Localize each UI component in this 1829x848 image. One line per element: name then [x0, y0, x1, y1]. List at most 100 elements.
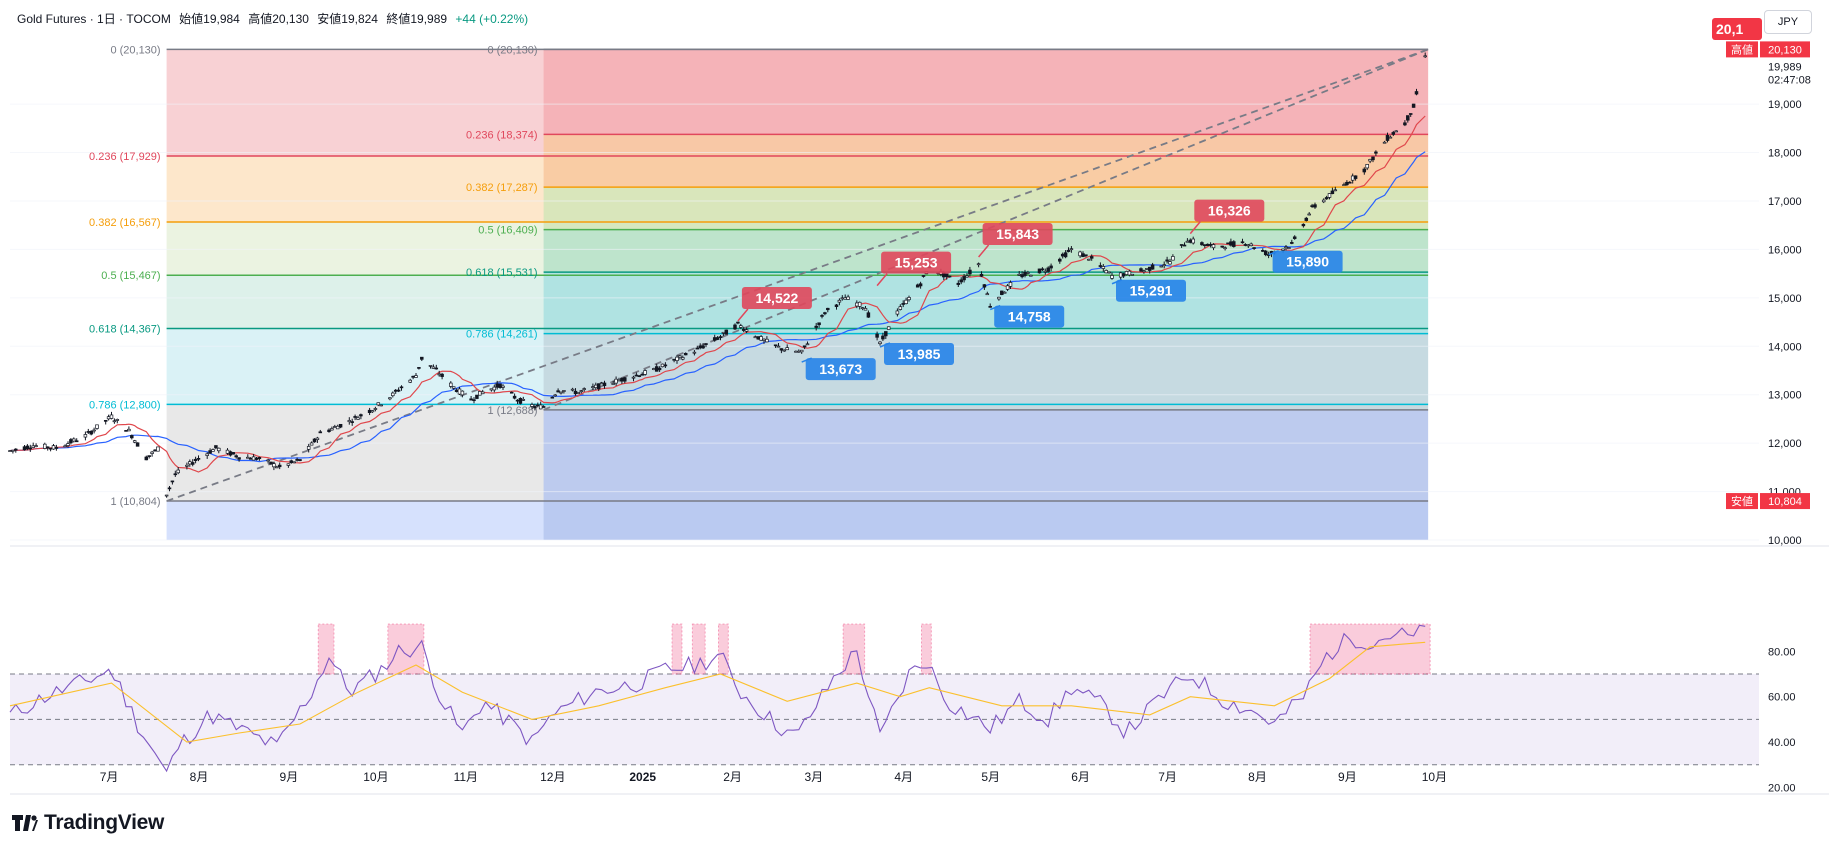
candle-body [45, 446, 50, 449]
candle-body [637, 375, 642, 377]
candle-body [579, 390, 584, 392]
candle-body [1000, 290, 1004, 295]
brand-name: TradingView [44, 811, 165, 834]
candle-body [89, 430, 93, 435]
top-price-label-box [1712, 18, 1762, 40]
candle-body [8, 450, 12, 452]
candle-body [1304, 217, 1309, 221]
time-tick-label: 9月 [280, 770, 299, 784]
candle-body [1240, 241, 1245, 244]
candle-body [776, 345, 781, 348]
ma-slow-line [9, 151, 1426, 463]
candle-body [428, 365, 433, 367]
candle-body [312, 438, 317, 443]
candle-body [614, 378, 618, 384]
candle-body [736, 321, 740, 324]
candle-body [895, 310, 900, 315]
candle-body [1350, 175, 1355, 181]
top-price-label-text: 20,1 [1716, 21, 1743, 37]
candle-body [863, 308, 868, 311]
price-tick-label: 10,000 [1768, 535, 1802, 547]
candle-body [1104, 270, 1108, 274]
symbol-title[interactable]: Gold Futures · 1日 · TOCOM [17, 12, 171, 26]
candle-body [962, 276, 966, 281]
candle-body [205, 453, 209, 456]
candle-body [1385, 135, 1390, 141]
candle-body [1107, 271, 1111, 274]
pivot-label-box [1194, 199, 1265, 222]
candle-body [965, 275, 969, 278]
candle-body [538, 404, 543, 410]
candle-body [208, 450, 212, 454]
time-tick-label: 2025 [629, 770, 656, 784]
candle-body [225, 449, 230, 454]
time-tick-label: 10月 [363, 770, 388, 784]
candle-body [536, 404, 540, 407]
candle-body [562, 390, 566, 392]
candle-body [576, 392, 581, 394]
candle-body [22, 446, 27, 451]
candles [8, 52, 1427, 498]
candle-body [982, 284, 987, 288]
candle-body [797, 350, 801, 353]
candle-body [1252, 247, 1256, 249]
candle-body [1098, 265, 1103, 267]
candle-body [1203, 244, 1207, 247]
pivot-connector [978, 244, 990, 258]
candle-body [356, 417, 360, 420]
candle-body [34, 445, 38, 447]
high-marker-value-box [1760, 41, 1810, 58]
candle-body [289, 460, 294, 463]
trend-lines [166, 48, 1429, 502]
candle-body [1043, 270, 1048, 273]
candle-body [834, 304, 839, 307]
candle-body [1026, 272, 1030, 274]
candle-body [367, 409, 372, 413]
candle-body [48, 447, 53, 450]
candle-body [1110, 275, 1114, 279]
candle-body [1229, 241, 1233, 246]
candle-body [1002, 291, 1007, 294]
candle-body [533, 406, 537, 409]
price-chart[interactable]: 0 (20,130) 0.236 (17,929) 0.382 (16,567) 0.… [0, 0, 1829, 800]
candle-body [1165, 259, 1169, 262]
fib-band-right [543, 409, 1429, 540]
candle-body [1362, 168, 1367, 173]
fib-level-label-left: 0.236 (17,929) [89, 151, 161, 163]
trend-line [166, 48, 1429, 502]
candle-body [799, 349, 804, 353]
tradingview-logo[interactable]: TradingView [12, 811, 165, 834]
rsi-tick-label: 40.00 [1768, 737, 1796, 749]
candle-body [185, 464, 189, 467]
candle-body [773, 344, 778, 347]
candle-body [237, 457, 241, 460]
candle-body [150, 451, 154, 454]
time-tick-label: 12月 [540, 770, 565, 784]
tradingview-logo-icon [12, 815, 38, 831]
candle-body [248, 457, 253, 460]
candle-body [391, 392, 395, 397]
candle-body [901, 303, 905, 305]
symbol-header: Gold Futures · 1日 · TOCOM 始値19,984 高値20,… [17, 10, 533, 27]
change-value: +44 (+0.22%) [455, 12, 529, 26]
candle-body [1121, 273, 1126, 277]
candle-body [541, 406, 546, 408]
candle-body [1223, 247, 1227, 250]
candle-body [1058, 258, 1062, 262]
candle-body [1005, 285, 1010, 290]
candle-body [217, 447, 221, 452]
candle-body [298, 459, 302, 462]
candle-body [388, 397, 392, 400]
candle-body [1353, 175, 1358, 179]
candle-body [1179, 244, 1184, 246]
currency-button[interactable]: JPY [1764, 10, 1812, 34]
candle-body [1145, 268, 1149, 270]
fib-level-label-right: 0.618 (15,531) [466, 267, 538, 279]
current-price-label: 19,989 [1768, 61, 1802, 73]
candle-body [907, 297, 911, 301]
candle-body [379, 404, 383, 407]
candle-body [860, 307, 865, 309]
candle-body [1374, 151, 1378, 154]
candle-body [968, 269, 972, 275]
candle-body [1301, 223, 1306, 227]
